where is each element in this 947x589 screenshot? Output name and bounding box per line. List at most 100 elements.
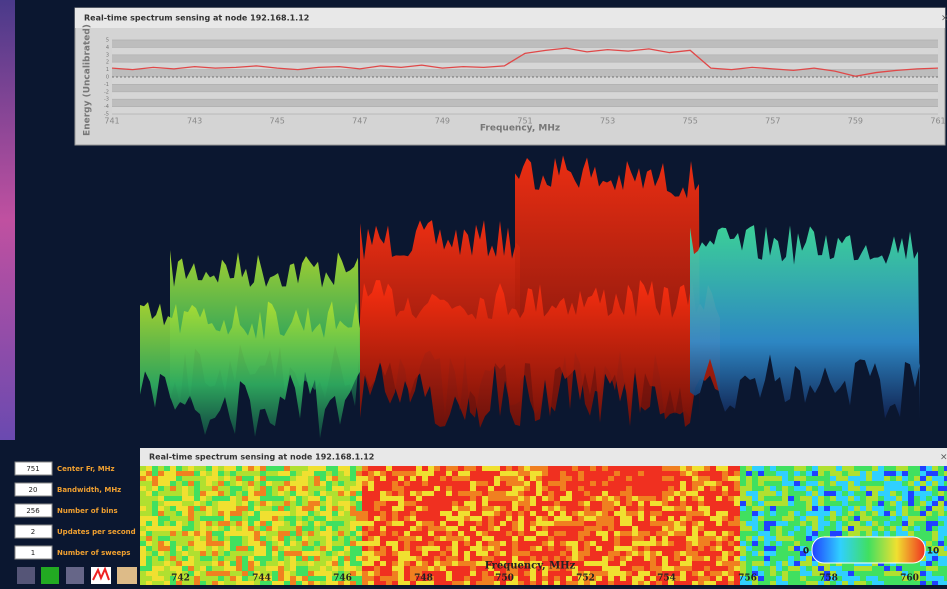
heat-cell	[542, 571, 548, 576]
heat-cell	[908, 471, 914, 476]
heat-cell	[578, 536, 584, 541]
heat-cell	[464, 466, 470, 471]
tool-icon[interactable]	[66, 567, 84, 584]
heat-cell	[716, 551, 722, 556]
heat-cell	[416, 566, 422, 571]
heat-cell	[386, 511, 392, 516]
close-button[interactable]: ×	[940, 453, 947, 463]
heat-cell	[608, 516, 614, 521]
heat-cell	[848, 531, 854, 536]
heat-cell	[848, 571, 854, 576]
heat-cell	[260, 486, 266, 491]
heat-cell	[440, 556, 446, 561]
tool-icon[interactable]	[117, 567, 137, 584]
heat-cell	[368, 581, 374, 585]
heat-cell	[626, 501, 632, 506]
heat-cell	[386, 491, 392, 496]
heat-cell	[164, 536, 170, 541]
heat-cell	[740, 561, 746, 566]
heat-cell	[344, 566, 350, 571]
heat-cell	[344, 486, 350, 491]
heat-cell	[482, 511, 488, 516]
heat-cell	[410, 556, 416, 561]
heat-cell	[800, 516, 806, 521]
heat-cell	[728, 511, 734, 516]
heat-cell	[350, 526, 356, 531]
heat-cell	[398, 566, 404, 571]
heat-cell	[794, 476, 800, 481]
heat-cell	[344, 546, 350, 551]
heat-cell	[674, 531, 680, 536]
heat-cell	[518, 581, 524, 585]
heat-cell	[482, 551, 488, 556]
heat-cell	[164, 571, 170, 576]
heat-cell	[272, 576, 278, 581]
heat-cell	[572, 496, 578, 501]
heat-cell	[482, 536, 488, 541]
page: Real-time spectrum sensing at node 192.1…	[0, 0, 947, 585]
heat-cell	[770, 501, 776, 506]
heat-cell	[140, 536, 146, 541]
heat-cell	[854, 531, 860, 536]
heat-cell	[854, 491, 860, 496]
heat-cell	[392, 571, 398, 576]
heat-cell	[560, 551, 566, 556]
heat-cell	[572, 526, 578, 531]
heat-cell	[380, 496, 386, 501]
heat-cell	[482, 476, 488, 481]
heat-cell	[848, 491, 854, 496]
heat-cell	[710, 556, 716, 561]
close-button[interactable]: ×	[941, 14, 947, 24]
heat-cell	[698, 566, 704, 571]
heat-cell	[266, 516, 272, 521]
heat-cell	[728, 496, 734, 501]
heat-cell	[314, 581, 320, 585]
heat-cell	[752, 536, 758, 541]
heat-cell	[608, 491, 614, 496]
heat-cell	[500, 496, 506, 501]
y-tick-label: 5	[106, 38, 109, 44]
heat-cell	[728, 531, 734, 536]
heat-cell	[332, 506, 338, 511]
heat-cell	[284, 476, 290, 481]
heat-cell	[386, 471, 392, 476]
heat-cell	[164, 526, 170, 531]
heat-cell	[860, 511, 866, 516]
tool-icon[interactable]	[41, 567, 59, 584]
heat-cell	[734, 546, 740, 551]
heat-cell	[608, 556, 614, 561]
heat-cell	[236, 526, 242, 531]
heat-cell	[272, 491, 278, 496]
heat-cell	[908, 526, 914, 531]
heat-cell	[368, 541, 374, 546]
heat-cell	[314, 506, 320, 511]
heat-cell	[590, 486, 596, 491]
heat-cell	[854, 496, 860, 501]
heat-cell	[332, 566, 338, 571]
heat-cell	[602, 526, 608, 531]
window-title: Real-time spectrum sensing at node 192.1…	[84, 14, 309, 23]
heat-cell	[506, 506, 512, 511]
heat-cell	[578, 471, 584, 476]
heat-cell	[158, 551, 164, 556]
heat-cell	[314, 491, 320, 496]
tool-icon[interactable]	[17, 567, 35, 584]
heat-cell	[518, 511, 524, 516]
heat-cell	[392, 496, 398, 501]
heat-cell	[212, 521, 218, 526]
heat-cell	[746, 481, 752, 486]
heat-cell	[446, 481, 452, 486]
heat-cell	[758, 556, 764, 561]
heat-cell	[908, 466, 914, 471]
heat-cell	[926, 466, 932, 471]
heat-cell	[752, 476, 758, 481]
heat-cell	[932, 486, 938, 491]
heat-cell	[182, 506, 188, 511]
heat-cell	[356, 531, 362, 536]
heat-cell	[764, 551, 770, 556]
heat-cell	[668, 476, 674, 481]
heat-cell	[290, 551, 296, 556]
heat-cell	[704, 486, 710, 491]
heat-cell	[140, 551, 146, 556]
heat-cell	[824, 496, 830, 501]
